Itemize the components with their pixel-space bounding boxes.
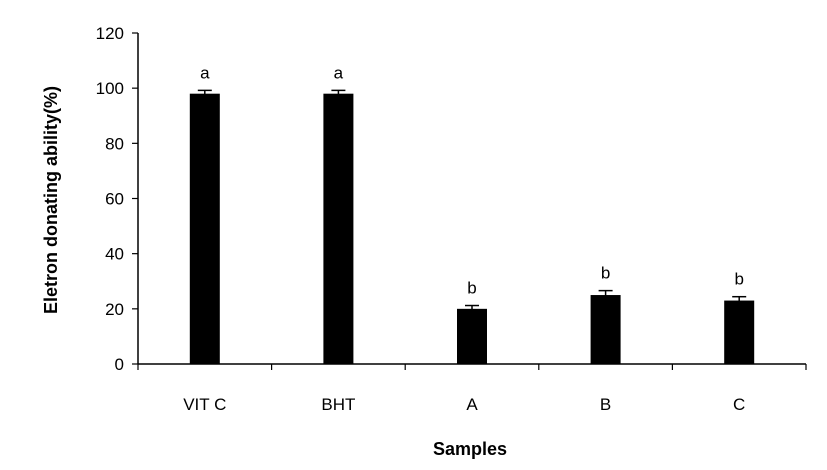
significance-label: b — [467, 279, 476, 298]
x-category-label: A — [466, 395, 478, 414]
y-tick-label: 0 — [115, 355, 124, 374]
y-tick-label: 100 — [96, 79, 124, 98]
ticks-layer: 0 20 40 60 80 100 120 VIT C BHT A B C — [96, 24, 807, 414]
x-axis-title: Samples — [433, 439, 507, 459]
x-category-label: BHT — [321, 395, 355, 414]
significance-label: b — [734, 270, 743, 289]
y-tick-label: 80 — [105, 134, 124, 153]
y-tick-label: 40 — [105, 245, 124, 264]
bar — [323, 93, 354, 364]
bars-layer: a a b b b — [189, 63, 755, 364]
x-category-label: VIT C — [183, 395, 226, 414]
y-tick-label: 60 — [105, 190, 124, 209]
y-tick-label: 20 — [105, 300, 124, 319]
bar — [590, 295, 621, 364]
bar — [724, 300, 755, 364]
significance-label: a — [200, 63, 210, 82]
bar — [189, 93, 220, 364]
x-category-label: C — [733, 395, 745, 414]
y-tick-label: 120 — [96, 24, 124, 43]
significance-label: a — [334, 63, 344, 82]
significance-label: b — [601, 264, 610, 283]
bar — [457, 308, 487, 364]
x-category-label: B — [600, 395, 611, 414]
y-axis-title: Eletron donating ability(%) — [41, 86, 61, 314]
